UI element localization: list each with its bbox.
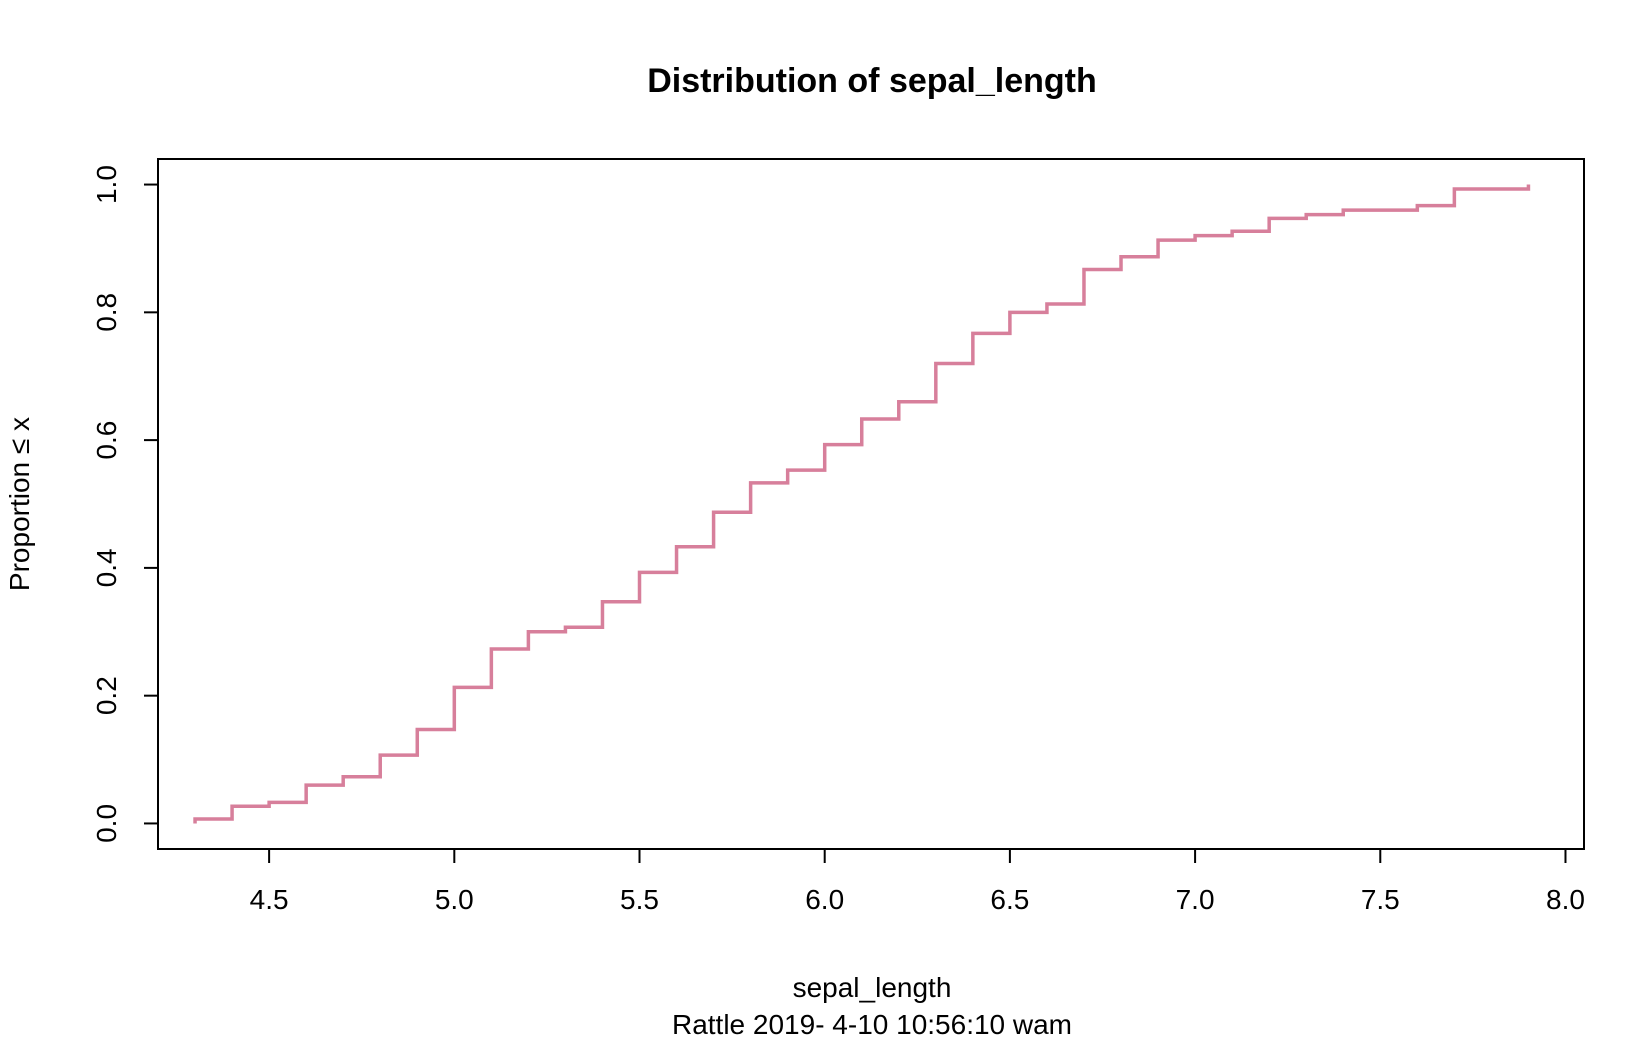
x-tick-label: 6.5 <box>990 884 1029 915</box>
series-layer <box>193 184 1531 824</box>
chart-title: Distribution of sepal_length <box>647 62 1097 100</box>
x-tick-label: 8.0 <box>1546 884 1585 915</box>
x-axis: 4.5 5.0 5.5 6.0 6.5 7.0 7.5 8.0 <box>250 848 1585 915</box>
y-tick-label: 1.0 <box>91 165 122 204</box>
y-tick-label: 0.2 <box>91 676 122 715</box>
x-tick-label: 4.5 <box>250 884 289 915</box>
plot-frame <box>157 158 1585 850</box>
chart-subtitle: Rattle 2019- 4-10 10:56:10 wam <box>672 1009 1072 1038</box>
x-tick-label: 5.0 <box>435 884 474 915</box>
ecdf-step-line <box>193 184 1531 824</box>
x-tick-label: 7.5 <box>1361 884 1400 915</box>
y-tick-label: 0.4 <box>91 548 122 587</box>
x-tick-label: 5.5 <box>620 884 659 915</box>
y-axis: 0.0 0.2 0.4 0.6 0.8 1.0 <box>91 165 159 843</box>
x-axis-label: sepal_length <box>793 972 952 1003</box>
y-tick-label: 0.8 <box>91 293 122 332</box>
y-tick-label: 0.6 <box>91 421 122 460</box>
y-tick-label: 0.0 <box>91 804 122 843</box>
x-tick-label: 6.0 <box>805 884 844 915</box>
x-tick-label: 7.0 <box>1176 884 1215 915</box>
y-axis-label: Proportion ≤ x <box>4 417 35 591</box>
